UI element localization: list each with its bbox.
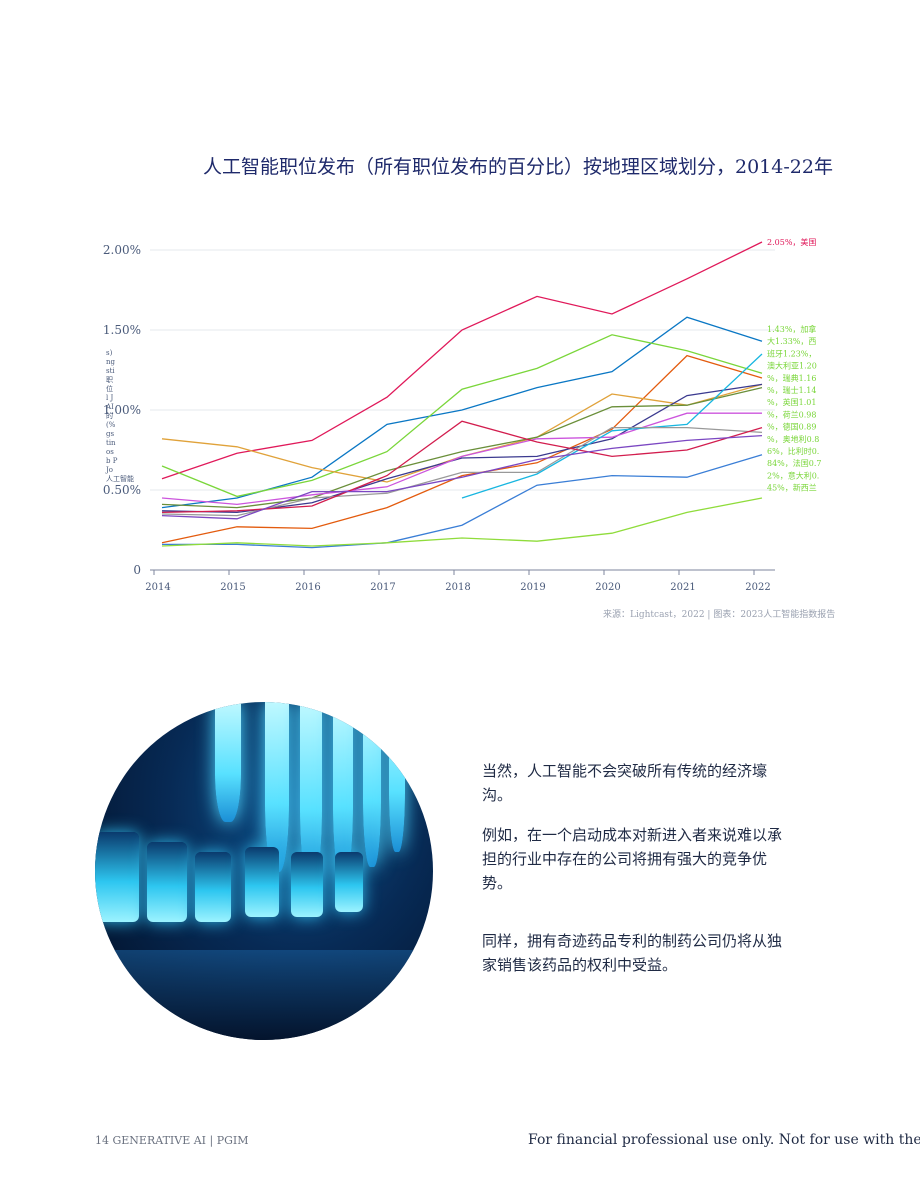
y-tick-label: 1.00% [103, 403, 141, 417]
series-line [161, 316, 763, 509]
x-tick-label: 2021 [670, 582, 695, 593]
y-axis-label: os [106, 448, 114, 456]
series-line [161, 434, 763, 520]
pipette-tip-image [265, 702, 289, 872]
series-line [161, 420, 763, 514]
end-label: %，德国0.89 [767, 422, 816, 432]
end-label: 班牙1.23%， [767, 348, 816, 358]
end-label: %，荷兰0.98 [767, 409, 816, 419]
vial-image [291, 852, 323, 917]
pipette-tip-image [389, 702, 405, 852]
end-label: 1.43%，加拿 [767, 324, 816, 334]
pipette-tip-image [333, 702, 353, 877]
y-axis-label: sti [106, 367, 115, 375]
x-tick-label: 2017 [370, 582, 395, 593]
x-tick-label: 2014 [145, 582, 170, 593]
end-label: 澳大利亚1.20 [767, 361, 817, 371]
y-tick-label: 1.50% [103, 323, 141, 337]
y-tick-label: 2.00% [103, 243, 141, 257]
series-line [161, 334, 763, 498]
y-tick-label: 0.50% [103, 483, 141, 497]
y-tick-label: 0 [133, 563, 141, 577]
pipette-tip-image [363, 702, 381, 867]
x-tick-label: 2015 [220, 582, 245, 593]
series-line [162, 454, 763, 549]
y-axis-label: l J [106, 394, 113, 402]
pipette-tip-image [215, 702, 241, 822]
series-line [161, 383, 763, 483]
y-axis-label: 位 [106, 384, 113, 393]
x-tick-label: 2018 [445, 582, 470, 593]
y-axis-label: tin [106, 439, 116, 447]
end-label: 6%，比利时0. [767, 446, 819, 456]
vial-image [95, 832, 139, 922]
chart-title: 人工智能职位发布（所有职位发布的百分比）按地理区域划分，2014-22年 [203, 156, 833, 178]
line-chart: 0 0.50% 1.00% 1.50% 2.00% 2014 2015 2016 2017 201… [103, 237, 822, 593]
end-label: 大1.33%，西 [767, 336, 816, 346]
series-line [461, 353, 763, 499]
vial-image [195, 852, 231, 922]
x-tick-label: 2022 [745, 582, 770, 593]
y-axis-label: 职 [106, 376, 113, 384]
y-axis-label: gs [106, 430, 114, 438]
chart-source: 来源：Lightcast，2022 | 图表：2023人工智能指数报告 [603, 610, 836, 620]
lab-photo [95, 702, 433, 1040]
x-tick-label: 2020 [595, 582, 620, 593]
end-label: 84%，法国0.7 [767, 458, 822, 468]
y-axis-label: 人工智能 [106, 474, 134, 483]
end-label: %，奥地利0.8 [767, 434, 819, 444]
y-axis-label: s) [106, 349, 113, 357]
series-line [161, 241, 763, 480]
y-axis-label: Jo [105, 466, 113, 474]
lab-bench [95, 950, 433, 1040]
y-axis-label: ng [106, 358, 116, 366]
series-line [161, 354, 763, 544]
vial-image [245, 847, 279, 917]
series-line [161, 412, 762, 506]
x-tick-label: 2016 [295, 582, 320, 593]
end-label: 45%，新西兰 [767, 483, 817, 493]
pipette-tip-image [300, 702, 322, 882]
y-axis-label: 的 [106, 411, 113, 420]
x-tick-label: 2019 [520, 582, 545, 593]
end-label: %，瑞士1.14 [767, 385, 816, 395]
y-axis-label: b P [106, 457, 118, 465]
y-axis-label: AI [105, 403, 114, 411]
footer-disclaimer: For financial professional use only. Not… [528, 1132, 920, 1148]
end-label: 2.05%，美国 [767, 237, 816, 247]
end-label: %，英国1.01 [767, 397, 816, 407]
paragraph-1: 当然，人工智能不会突破所有传统的经济壕沟。 [482, 762, 768, 804]
end-label: %，瑞典1.16 [767, 373, 816, 383]
end-label: 2%，意大利0. [767, 470, 819, 480]
series-line [161, 386, 763, 509]
vial-image [335, 852, 363, 912]
footer-page-label: 14 GENERATIVE AI | PGIM [95, 1134, 249, 1147]
paragraph-2: 例如，在一个启动成本对新进入者来说难以承担的行业中存在的公司将拥有强大的竞争优势… [482, 826, 783, 892]
vial-image [147, 842, 187, 922]
series-line [161, 497, 763, 547]
paragraph-3: 同样，拥有奇迹药品专利的制药公司仍将从独家销售该药品的权利中受益。 [482, 932, 783, 974]
y-axis-label: (% [106, 421, 116, 429]
